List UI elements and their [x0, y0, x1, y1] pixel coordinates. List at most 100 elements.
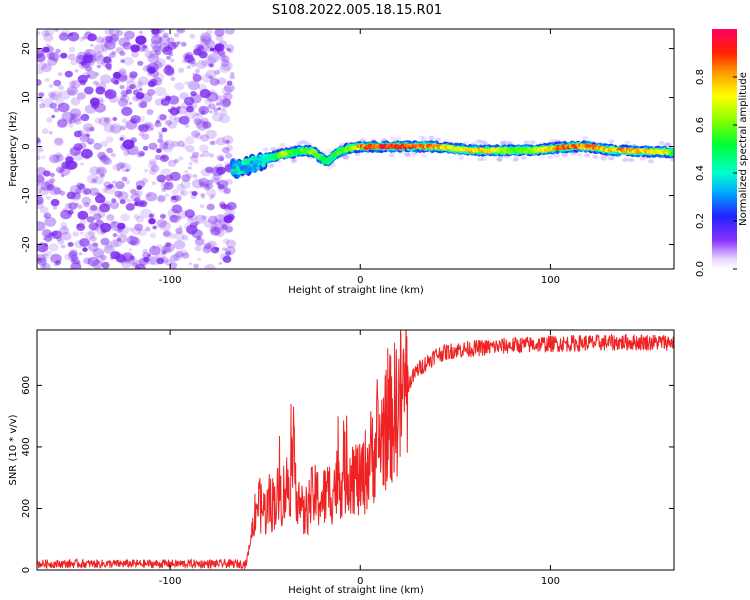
- track-halo: [529, 140, 536, 145]
- track-halo: [477, 157, 484, 162]
- noise-blob: [221, 60, 233, 71]
- noise-blob: [64, 160, 77, 171]
- noise-blob: [48, 177, 56, 184]
- noise-blob: [55, 260, 61, 265]
- noise-blob: [37, 174, 45, 184]
- noise-blob: [204, 185, 211, 191]
- noise-blob: [100, 254, 107, 261]
- noise-blob: [112, 233, 118, 238]
- noise-blob: [131, 226, 142, 235]
- noise-blob: [97, 151, 107, 160]
- noise-blob: [216, 166, 226, 175]
- noise-blob: [134, 93, 143, 100]
- track-cell: [249, 160, 254, 165]
- track-halo: [627, 158, 634, 163]
- noise-blob: [204, 39, 216, 49]
- noise-blob: [104, 29, 114, 36]
- noise-blob: [225, 239, 237, 249]
- noise-blob: [129, 236, 141, 246]
- noise-blob: [225, 246, 236, 255]
- noise-blob: [94, 192, 99, 196]
- noise-blob: [49, 154, 60, 164]
- track-halo: [481, 140, 488, 145]
- noise-blob: [165, 180, 174, 187]
- noise-blob: [226, 47, 231, 52]
- noise-blob: [100, 229, 106, 234]
- noise-blob: [43, 170, 51, 177]
- noise-blob: [53, 58, 59, 63]
- noise-blob: [159, 221, 171, 231]
- track-halo: [270, 146, 277, 151]
- track-halo: [290, 159, 297, 164]
- noise-blob: [91, 102, 99, 109]
- track-halo: [607, 156, 614, 161]
- y-tick-label: 600: [21, 376, 32, 395]
- noise-blob: [218, 216, 231, 227]
- noise-blob: [70, 254, 78, 261]
- noise-blob: [128, 227, 134, 232]
- noise-blob: [78, 252, 83, 256]
- noise-blob: [218, 51, 227, 58]
- noise-blob: [53, 108, 60, 113]
- noise-blob: [209, 89, 216, 94]
- noise-blob: [70, 59, 78, 66]
- noise-blob: [174, 195, 182, 202]
- noise-blob: [219, 223, 228, 231]
- noise-blob: [139, 201, 146, 206]
- noise-blob: [138, 228, 147, 237]
- noise-blob: [199, 154, 204, 158]
- noise-blob: [221, 223, 233, 234]
- noise-blob: [104, 89, 117, 100]
- noise-blob: [154, 49, 162, 56]
- noise-blob: [225, 250, 232, 256]
- track-halo: [428, 135, 435, 140]
- noise-blob: [199, 41, 211, 52]
- noise-blob: [126, 198, 132, 203]
- noise-blob: [55, 152, 62, 159]
- noise-blob: [120, 90, 129, 97]
- noise-blob: [116, 30, 124, 36]
- noise-blob: [151, 29, 160, 35]
- noise-blob: [145, 226, 151, 232]
- noise-blob: [111, 50, 117, 55]
- noise-blob: [169, 233, 176, 239]
- noise-blob: [178, 67, 185, 73]
- noise-blob: [138, 123, 149, 133]
- noise-blob: [97, 192, 102, 197]
- track-cell: [254, 159, 260, 164]
- noise-blob: [111, 198, 117, 203]
- noise-blob: [60, 231, 72, 241]
- noise-blob: [190, 93, 202, 104]
- noise-blob: [135, 215, 144, 223]
- noise-blob: [37, 182, 41, 188]
- noise-blob: [119, 199, 126, 205]
- noise-blob: [120, 95, 130, 103]
- noise-blob: [114, 225, 124, 233]
- noise-blob: [117, 191, 129, 201]
- noise-blob: [188, 262, 193, 266]
- noise-blob: [194, 237, 205, 246]
- noise-blob: [58, 90, 71, 100]
- noise-blob: [189, 33, 196, 39]
- noise-blob: [173, 240, 186, 250]
- noise-blob: [149, 158, 157, 166]
- noise-blob: [83, 52, 93, 60]
- noise-blob: [215, 79, 221, 85]
- noise-blob: [72, 192, 81, 200]
- noise-blob: [173, 158, 179, 164]
- y-tick-label: -20: [21, 236, 32, 252]
- noise-blob: [148, 218, 156, 225]
- noise-blob: [76, 182, 85, 190]
- noise-blob: [46, 117, 53, 123]
- noise-blob: [84, 104, 97, 114]
- track-halo: [513, 156, 520, 161]
- noise-blob: [83, 202, 90, 208]
- noise-blob: [44, 29, 55, 36]
- figure-title: S108.2022.005.18.15.R01: [272, 3, 442, 18]
- x-tick-label: 0: [357, 576, 363, 587]
- noise-blob: [166, 37, 175, 44]
- noise-blob: [77, 210, 89, 220]
- noise-blob: [194, 133, 203, 140]
- track-halo: [664, 142, 671, 147]
- x-tick-label: -100: [159, 275, 182, 286]
